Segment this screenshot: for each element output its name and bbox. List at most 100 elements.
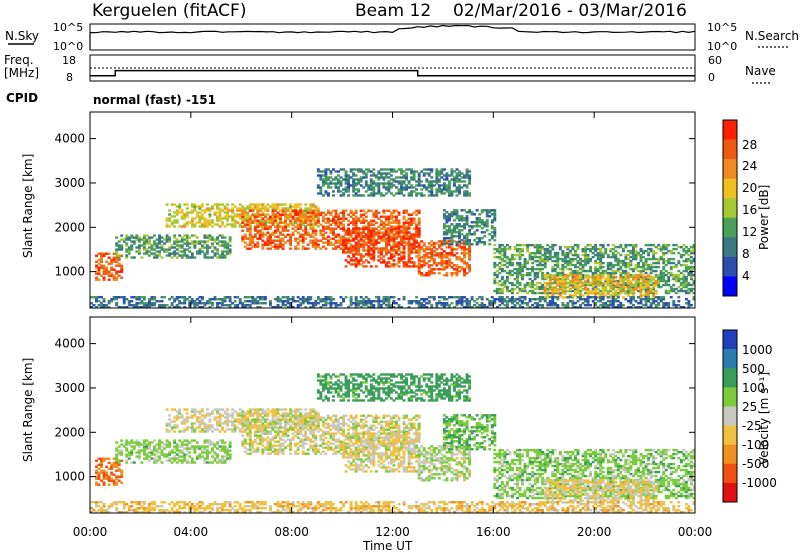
power-cell <box>654 273 658 277</box>
power-cell <box>642 288 645 291</box>
power-cell <box>626 253 630 257</box>
power-cell <box>412 245 416 248</box>
power-cell <box>455 180 459 183</box>
power-cell <box>268 247 272 250</box>
power-cell <box>324 231 328 234</box>
power-colorbar-swatch <box>723 178 737 199</box>
power-cell <box>684 283 688 287</box>
power-cell <box>556 251 560 255</box>
power-cell <box>652 294 656 297</box>
power-cell <box>175 242 179 245</box>
power-cell <box>379 300 383 303</box>
power-cell <box>581 294 585 297</box>
power-cell <box>407 227 411 230</box>
power-cell <box>415 184 419 187</box>
power-cell <box>253 233 257 236</box>
power-cell <box>216 236 219 239</box>
power-cell <box>347 227 351 230</box>
power-cell <box>410 237 414 240</box>
power-cell <box>425 274 429 277</box>
power-cell <box>200 205 204 208</box>
power-cell <box>563 296 567 299</box>
power-cell <box>420 240 424 243</box>
power-cell <box>347 255 351 258</box>
power-cell <box>339 302 343 305</box>
power-cell <box>669 265 673 269</box>
power-cell <box>205 240 209 243</box>
power-cell <box>689 251 693 255</box>
power-cell <box>536 251 540 255</box>
power-cell <box>616 269 620 273</box>
power-cell <box>579 298 582 301</box>
power-cell <box>384 215 388 218</box>
power-cell <box>538 251 542 255</box>
power-cell <box>634 265 638 269</box>
station-title: Kerguelen (fitACF) <box>92 1 246 21</box>
power-cell <box>392 209 396 212</box>
power-cell <box>334 215 338 218</box>
power-cell <box>392 229 396 232</box>
power-cell <box>465 306 469 309</box>
power-cell <box>402 227 406 230</box>
power-cell <box>208 256 212 259</box>
power-cell <box>296 211 300 214</box>
power-cell <box>437 256 441 259</box>
nsky-tick-low: 10^0 <box>53 40 83 53</box>
power-cell <box>463 241 467 244</box>
power-cell <box>377 170 381 173</box>
power-cell <box>463 244 467 247</box>
power-cell <box>644 259 648 263</box>
power-cell <box>442 302 446 305</box>
power-cell <box>127 250 131 253</box>
power-cell <box>432 254 436 257</box>
power-cell <box>160 240 164 243</box>
power-cell <box>576 259 580 263</box>
power-cell <box>193 217 197 220</box>
power-cell <box>276 211 280 214</box>
power-cell <box>211 219 214 222</box>
power-cell <box>223 250 227 253</box>
power-cell <box>110 274 114 277</box>
power-cell <box>384 217 388 220</box>
power-cell <box>248 209 252 212</box>
power-cell <box>536 255 540 259</box>
power-cell <box>377 241 381 244</box>
power-cell <box>211 236 214 239</box>
power-cell <box>231 211 235 214</box>
power-cell <box>546 274 550 277</box>
power-cell <box>228 240 232 243</box>
power-cell <box>395 170 398 173</box>
power-cell <box>314 304 318 307</box>
power-cell <box>493 261 497 265</box>
power-cell <box>574 263 577 267</box>
power-cell <box>513 306 517 309</box>
power-cell <box>649 267 653 271</box>
power-cell <box>473 304 477 307</box>
power-cell <box>551 286 555 289</box>
power-cell <box>352 178 356 181</box>
power-cell <box>662 279 666 283</box>
power-cell <box>634 282 638 285</box>
power-cell <box>125 236 129 239</box>
power-cell <box>599 257 603 261</box>
power-cell <box>523 243 527 247</box>
power-cell <box>581 288 585 291</box>
power-cell <box>117 296 121 299</box>
power-cell <box>425 254 429 257</box>
power-cell <box>223 296 227 299</box>
power-cell <box>218 215 222 218</box>
power-cell <box>402 209 406 212</box>
power-cell <box>468 209 472 212</box>
power-cell <box>621 271 625 275</box>
power-cell <box>372 304 376 307</box>
power-cell <box>453 240 456 243</box>
power-cell <box>475 306 479 309</box>
power-cell <box>624 289 628 293</box>
power-cell <box>417 233 421 236</box>
power-cell <box>490 302 494 305</box>
power-cell <box>407 257 411 260</box>
power-cell <box>226 213 230 216</box>
power-cell <box>435 242 439 245</box>
power-cell <box>321 233 325 236</box>
power-cell <box>289 223 293 226</box>
